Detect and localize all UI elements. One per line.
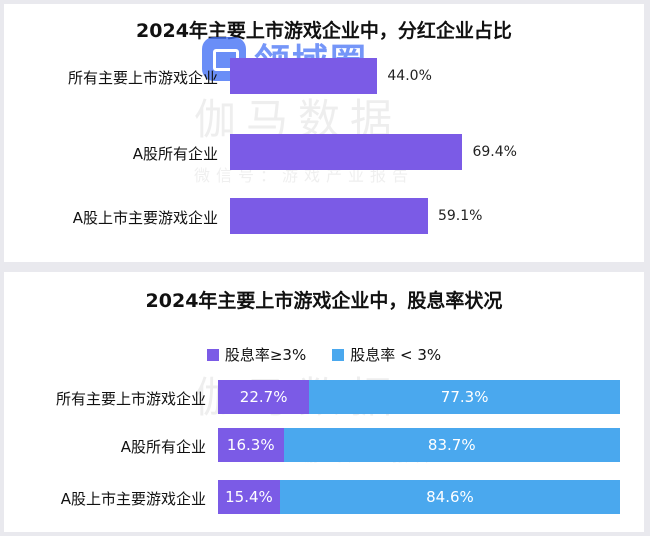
bar-segment-high-yield bbox=[218, 428, 284, 462]
chart2-legend: 股息率≥3% 股息率 < 3% bbox=[4, 344, 644, 365]
bar bbox=[230, 58, 378, 94]
bar-segment-low-yield bbox=[279, 480, 620, 514]
category-label: 所有主要上市游戏企业 bbox=[67, 69, 218, 87]
legend-swatch-high-yield bbox=[206, 348, 219, 361]
bar bbox=[230, 198, 428, 234]
data-label: 44.0% bbox=[387, 68, 432, 84]
legend-swatch-low-yield bbox=[332, 348, 345, 361]
legend-label-low-yield: 股息率 < 3% bbox=[350, 346, 442, 364]
category-label: A股上市主要游戏企业 bbox=[60, 490, 206, 508]
bar-segment-low-yield bbox=[309, 380, 620, 414]
chart2-title: 2024年主要上市游戏企业中，股息率状况 bbox=[145, 290, 503, 312]
category-label: A股上市主要游戏企业 bbox=[72, 209, 218, 227]
bar bbox=[230, 134, 463, 170]
dividend-share-panel: 2024年主要上市游戏企业中，分红企业占比 伽马数据 微信号：游戏产业报告 领域… bbox=[4, 4, 644, 262]
data-label: 83.7% bbox=[427, 436, 476, 454]
dividend-yield-panel: 2024年主要上市游戏企业中，股息率状况 股息率≥3% 股息率 < 3% 伽马数… bbox=[4, 272, 644, 532]
bar-segment-low-yield bbox=[283, 428, 620, 462]
legend-label-high-yield: 股息率≥3% bbox=[224, 346, 307, 364]
category-label: A股所有企业 bbox=[132, 145, 218, 163]
bar-segment-high-yield bbox=[218, 380, 310, 414]
data-label: 69.4% bbox=[472, 144, 517, 160]
chart1-title: 2024年主要上市游戏企业中，分红企业占比 bbox=[136, 20, 512, 42]
category-label: 所有主要上市游戏企业 bbox=[55, 390, 206, 408]
category-label: A股所有企业 bbox=[120, 438, 206, 456]
data-label: 77.3% bbox=[440, 388, 489, 406]
legend-item-low-yield: 股息率 < 3% bbox=[332, 344, 441, 365]
legend-item-high-yield: 股息率≥3% bbox=[206, 344, 307, 365]
bar-segment-high-yield bbox=[218, 480, 280, 514]
data-label: 22.7% bbox=[239, 388, 288, 406]
data-label: 59.1% bbox=[437, 208, 483, 224]
data-label: 15.4% bbox=[225, 488, 273, 506]
data-label: 84.6% bbox=[426, 488, 474, 506]
data-label: 16.3% bbox=[226, 436, 275, 454]
